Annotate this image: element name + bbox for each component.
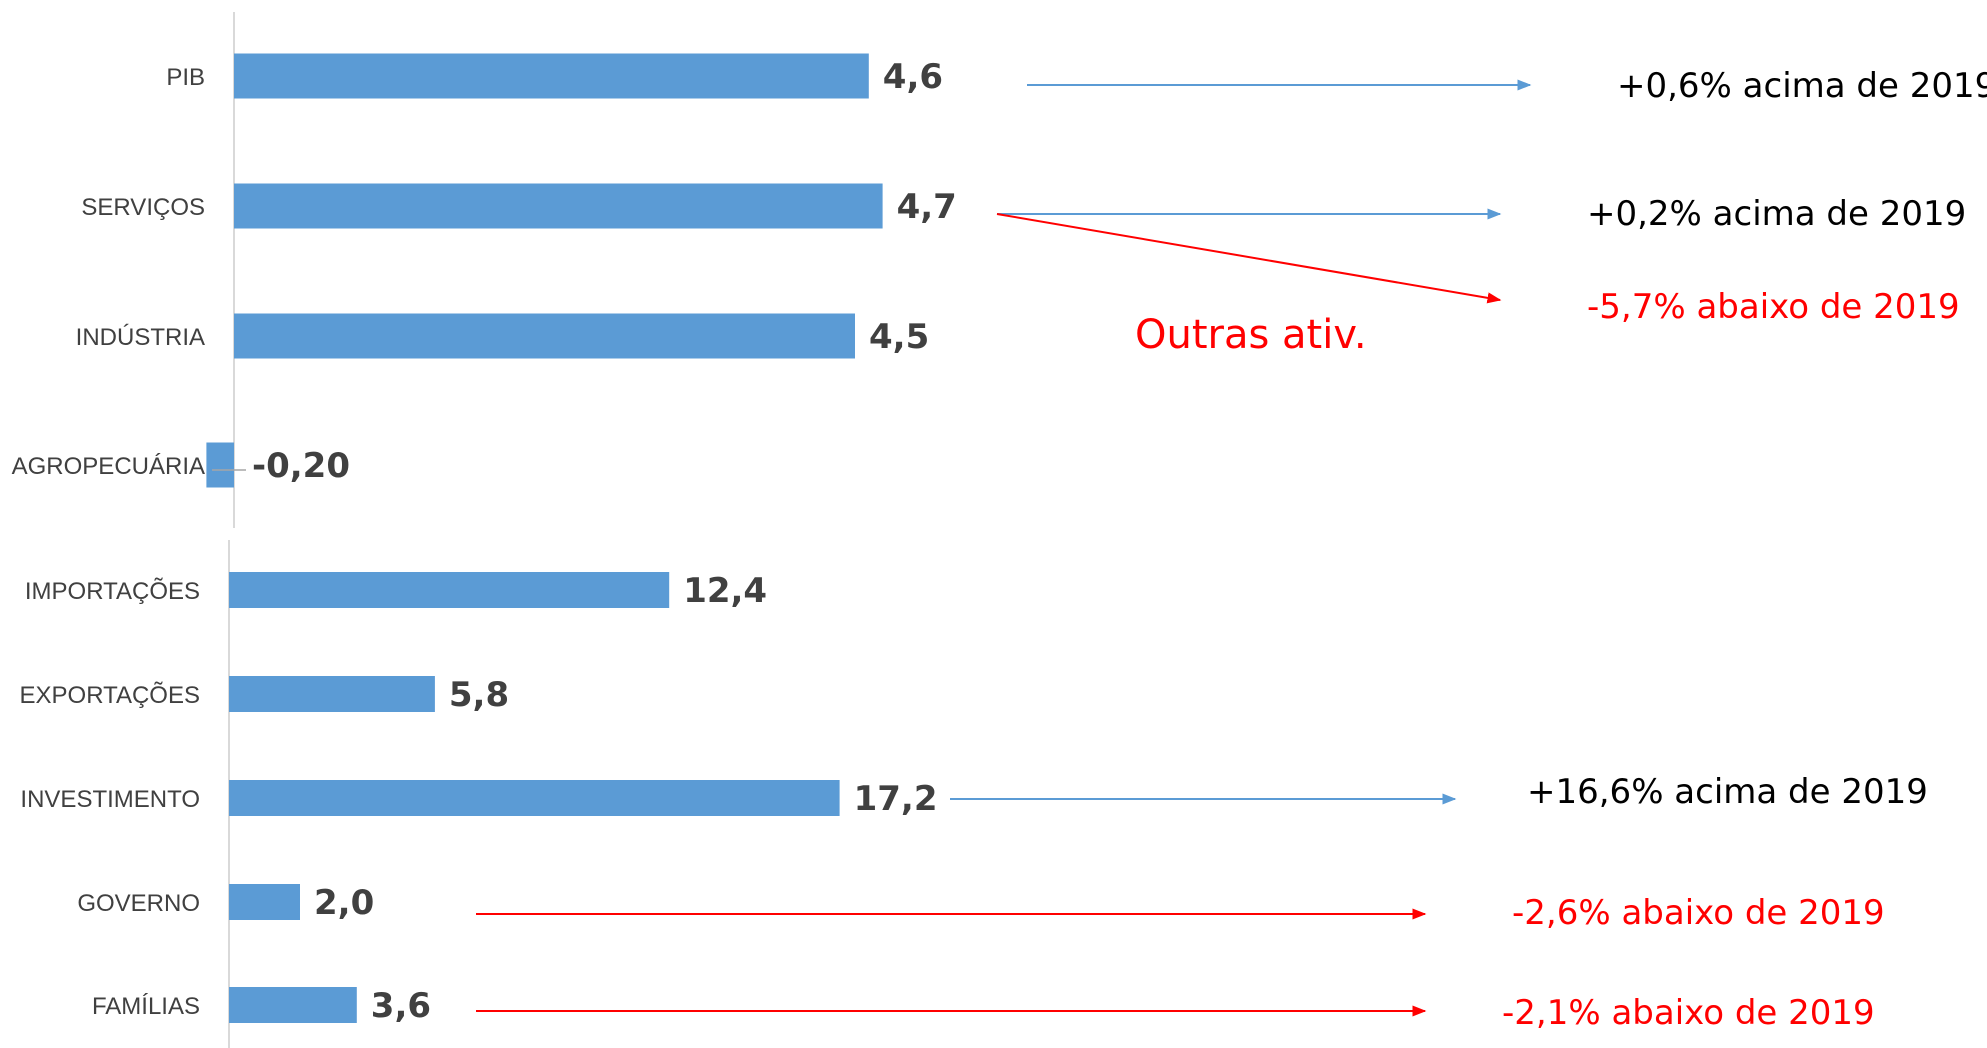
investimento-note: +16,6% acima de 2019 (1527, 772, 1928, 812)
category-label-investimento: INVESTIMENTO (20, 786, 200, 813)
comparison-arrows (476, 79, 1532, 1017)
bar-exportacoes (229, 676, 435, 712)
bar-investimento (229, 780, 840, 816)
bar-servicos (234, 183, 883, 229)
category-label-servicos: SERVIÇOS (81, 194, 205, 221)
bar-importacoes (229, 572, 670, 608)
value-label-exportacoes: 5,8 (449, 675, 509, 715)
value-label-governo: 2,0 (314, 883, 374, 923)
category-label-importacoes: IMPORTAÇÕES (25, 577, 200, 605)
outras-note: -5,7% abaixo de 2019 (1587, 287, 1960, 327)
outras-label: Outras ativ. (1135, 312, 1367, 358)
outras-arrow (996, 213, 1502, 304)
category-label-governo: GOVERNO (77, 890, 200, 917)
value-label-pib: 4,6 (883, 57, 943, 97)
demand-bar-chart: IMPORTAÇÕES 12,4 EXPORTAÇÕES 5,8 INVESTIMENT… (20, 540, 938, 1048)
category-label-pib: PIB (166, 64, 205, 91)
value-label-investimento: 17,2 (854, 779, 938, 819)
bar-familias (229, 987, 357, 1023)
servicos-note: +0,2% acima de 2019 (1587, 194, 1966, 234)
governo-note: -2,6% abaixo de 2019 (1512, 893, 1885, 933)
sector-bar-chart: PIB 4,6 SERVIÇOS 4,7 INDÚSTRIA 4,5 AGROPECUÁRI… (12, 12, 957, 528)
value-label-familias: 3,6 (371, 986, 431, 1026)
bar-industria (234, 313, 855, 359)
comparison-notes: +0,6% acima de 2019 +0,2% acima de 2019 … (1135, 66, 1987, 1033)
value-label-agropecuaria: -0,20 (252, 446, 350, 486)
bar-agropecuaria (206, 442, 234, 488)
category-label-agropecuaria: AGROPECUÁRIA (12, 453, 205, 480)
value-label-importacoes: 12,4 (683, 571, 767, 611)
category-label-familias: FAMÍLIAS (92, 993, 200, 1020)
value-label-industria: 4,5 (869, 317, 929, 357)
value-label-servicos: 4,7 (897, 187, 957, 227)
bar-pib (234, 53, 869, 99)
familias-note: -2,1% abaixo de 2019 (1502, 993, 1875, 1033)
category-label-industria: INDÚSTRIA (76, 324, 205, 351)
category-label-exportacoes: EXPORTAÇÕES (20, 681, 201, 709)
pib-note: +0,6% acima de 2019 (1617, 66, 1987, 106)
bar-governo (229, 884, 300, 920)
